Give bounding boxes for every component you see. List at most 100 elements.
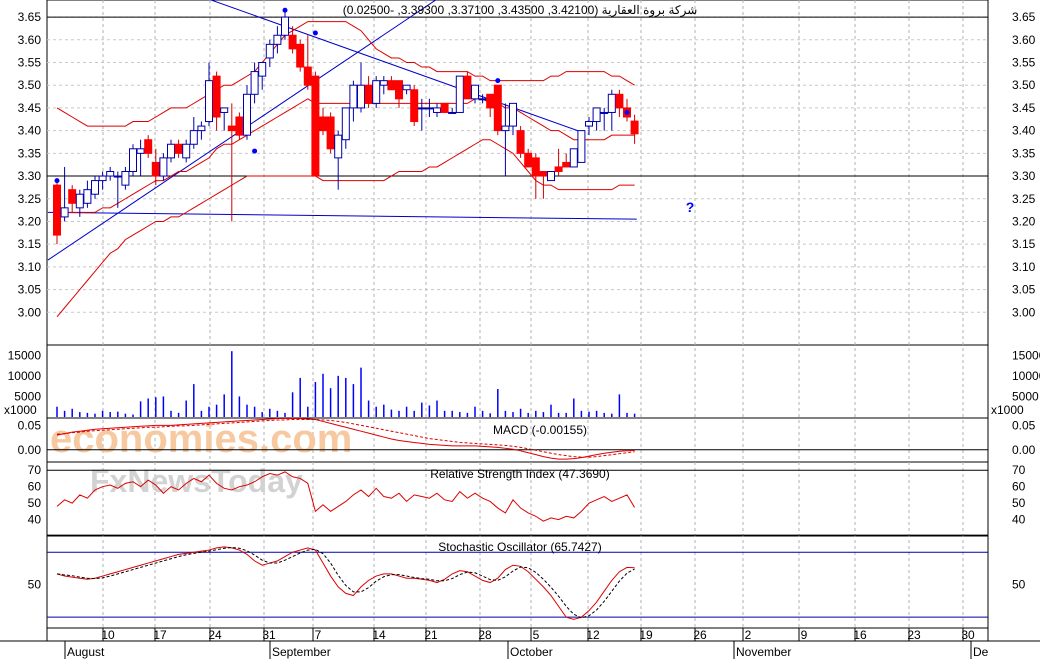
rsi-ytick-left: 70 — [28, 463, 42, 477]
candle-body — [410, 89, 419, 123]
rsi-line — [56, 471, 636, 522]
candle-body — [121, 171, 130, 186]
rsi-panel: 40 40 50 50 60 60 70 70 — [28, 463, 1026, 536]
price-ytick-left: 3.30 — [18, 169, 42, 183]
candle-body — [448, 111, 457, 114]
rsi-title: Relative Strength Index (47.3690) — [430, 467, 609, 481]
watermark-line2: FxNewsToday — [90, 463, 303, 499]
pivot-marker — [624, 109, 630, 115]
volume-ytick-right: 5000 — [1012, 389, 1039, 403]
candle-body — [296, 43, 305, 68]
price-ytick-right: 3.40 — [1012, 124, 1036, 138]
x-tick-label: 10 — [101, 628, 115, 642]
candle-body — [129, 148, 137, 173]
candle-body — [189, 130, 198, 145]
macd-ytick-right: 0.05 — [1012, 418, 1036, 432]
candle-body — [600, 111, 609, 114]
candle-body — [341, 107, 350, 141]
price-ytick-left: 3.00 — [18, 305, 42, 319]
price-ytick-left: 3.55 — [18, 56, 42, 70]
price-ytick-left: 3.25 — [18, 192, 42, 206]
candle-body — [144, 139, 153, 154]
stoch-ytick-right: 50 — [1012, 578, 1026, 592]
candle-body — [258, 62, 267, 77]
candle-body — [554, 166, 563, 172]
price-ytick-right: 3.60 — [1012, 33, 1036, 47]
volume-ytick-right: 15000 — [1012, 348, 1040, 362]
x-tick-label: 9 — [801, 628, 808, 642]
candle-body — [531, 157, 540, 177]
rsi-ytick-left: 40 — [28, 513, 42, 527]
candle-body — [592, 107, 601, 123]
candle-body — [334, 134, 343, 159]
x-tick-label: 24 — [208, 628, 222, 642]
volume-ytick-left: 15000 — [8, 348, 42, 362]
candle-body — [417, 107, 426, 110]
x-tick-label: 5 — [533, 628, 540, 642]
candle-body — [227, 125, 236, 132]
candle-body — [136, 148, 145, 154]
price-ytick-left: 3.45 — [18, 101, 42, 115]
candle-body — [433, 107, 441, 113]
rsi-ytick-left: 60 — [28, 480, 42, 494]
stoch-d-line — [56, 547, 635, 619]
candle-body — [83, 189, 92, 204]
candle-body — [372, 80, 381, 104]
price-ytick-left: 3.50 — [18, 78, 42, 92]
x-tick-label: 16 — [853, 628, 867, 642]
pivot-marker — [54, 178, 60, 184]
macd-panel: 0.00 0.00 0.05 0.05 — [18, 417, 1036, 460]
x-tick-label: 30 — [961, 628, 975, 642]
candle-body — [615, 93, 624, 109]
watermark: economies.com FxNewsToday — [50, 417, 352, 499]
month-label: De — [973, 645, 989, 659]
candle-body — [319, 116, 327, 132]
month-label: September — [272, 645, 331, 659]
candle-body — [577, 130, 586, 163]
rsi-ytick-right: 60 — [1012, 480, 1026, 494]
candle-body — [174, 143, 183, 154]
stoch-k-line — [56, 546, 635, 620]
candle-body — [440, 102, 449, 113]
pivot-marker — [252, 148, 258, 154]
candle-body — [250, 71, 259, 95]
price-ytick-right: 3.45 — [1012, 101, 1036, 115]
candle-body — [402, 84, 411, 91]
candle-body — [364, 84, 373, 104]
bollinger-upper — [56, 21, 635, 127]
panel-frames — [0, 0, 1040, 642]
rsi-ytick-right: 70 — [1012, 463, 1026, 477]
volume-panel: 5000 5000 10000 10000 15000 15000 — [8, 348, 1040, 417]
rsi-ytick-right: 50 — [1012, 496, 1026, 510]
trendline — [47, 211, 637, 220]
candle-body — [547, 171, 555, 182]
candle-body — [303, 66, 312, 86]
candle-body — [91, 180, 99, 195]
x-tick-label: 7 — [315, 628, 322, 642]
pivot-marker — [312, 30, 318, 36]
price-panel: 3.00 3.00 3.05 3.05 3.10 3.10 3.15 3.15 3.20 3.20… — [18, 0, 1036, 319]
candle-body — [478, 98, 487, 101]
x-tick-label: 19 — [639, 628, 653, 642]
candle-body — [113, 175, 122, 178]
volume-unit-left: x1000 — [4, 403, 37, 417]
volume-ytick-right: 10000 — [1012, 369, 1040, 383]
candle-body — [539, 171, 548, 177]
x-tick-label: 31 — [262, 628, 276, 642]
price-ytick-left: 3.05 — [18, 283, 42, 297]
candle-body — [463, 75, 472, 100]
candle-body — [562, 161, 571, 168]
x-tick-label: 28 — [478, 628, 492, 642]
candle-body — [106, 171, 115, 177]
candle-body — [425, 107, 434, 110]
candle-body — [75, 193, 84, 209]
price-title: شركة بروة العقارية (3.42100, 3.43500, 3.… — [343, 3, 698, 17]
candle-body — [395, 80, 403, 100]
candle-body — [60, 207, 69, 218]
x-tick-label: 23 — [907, 628, 921, 642]
candle-body — [68, 189, 77, 204]
price-ytick-right: 3.25 — [1012, 192, 1036, 206]
price-ytick-left: 3.40 — [18, 124, 42, 138]
candle-body — [585, 121, 593, 127]
